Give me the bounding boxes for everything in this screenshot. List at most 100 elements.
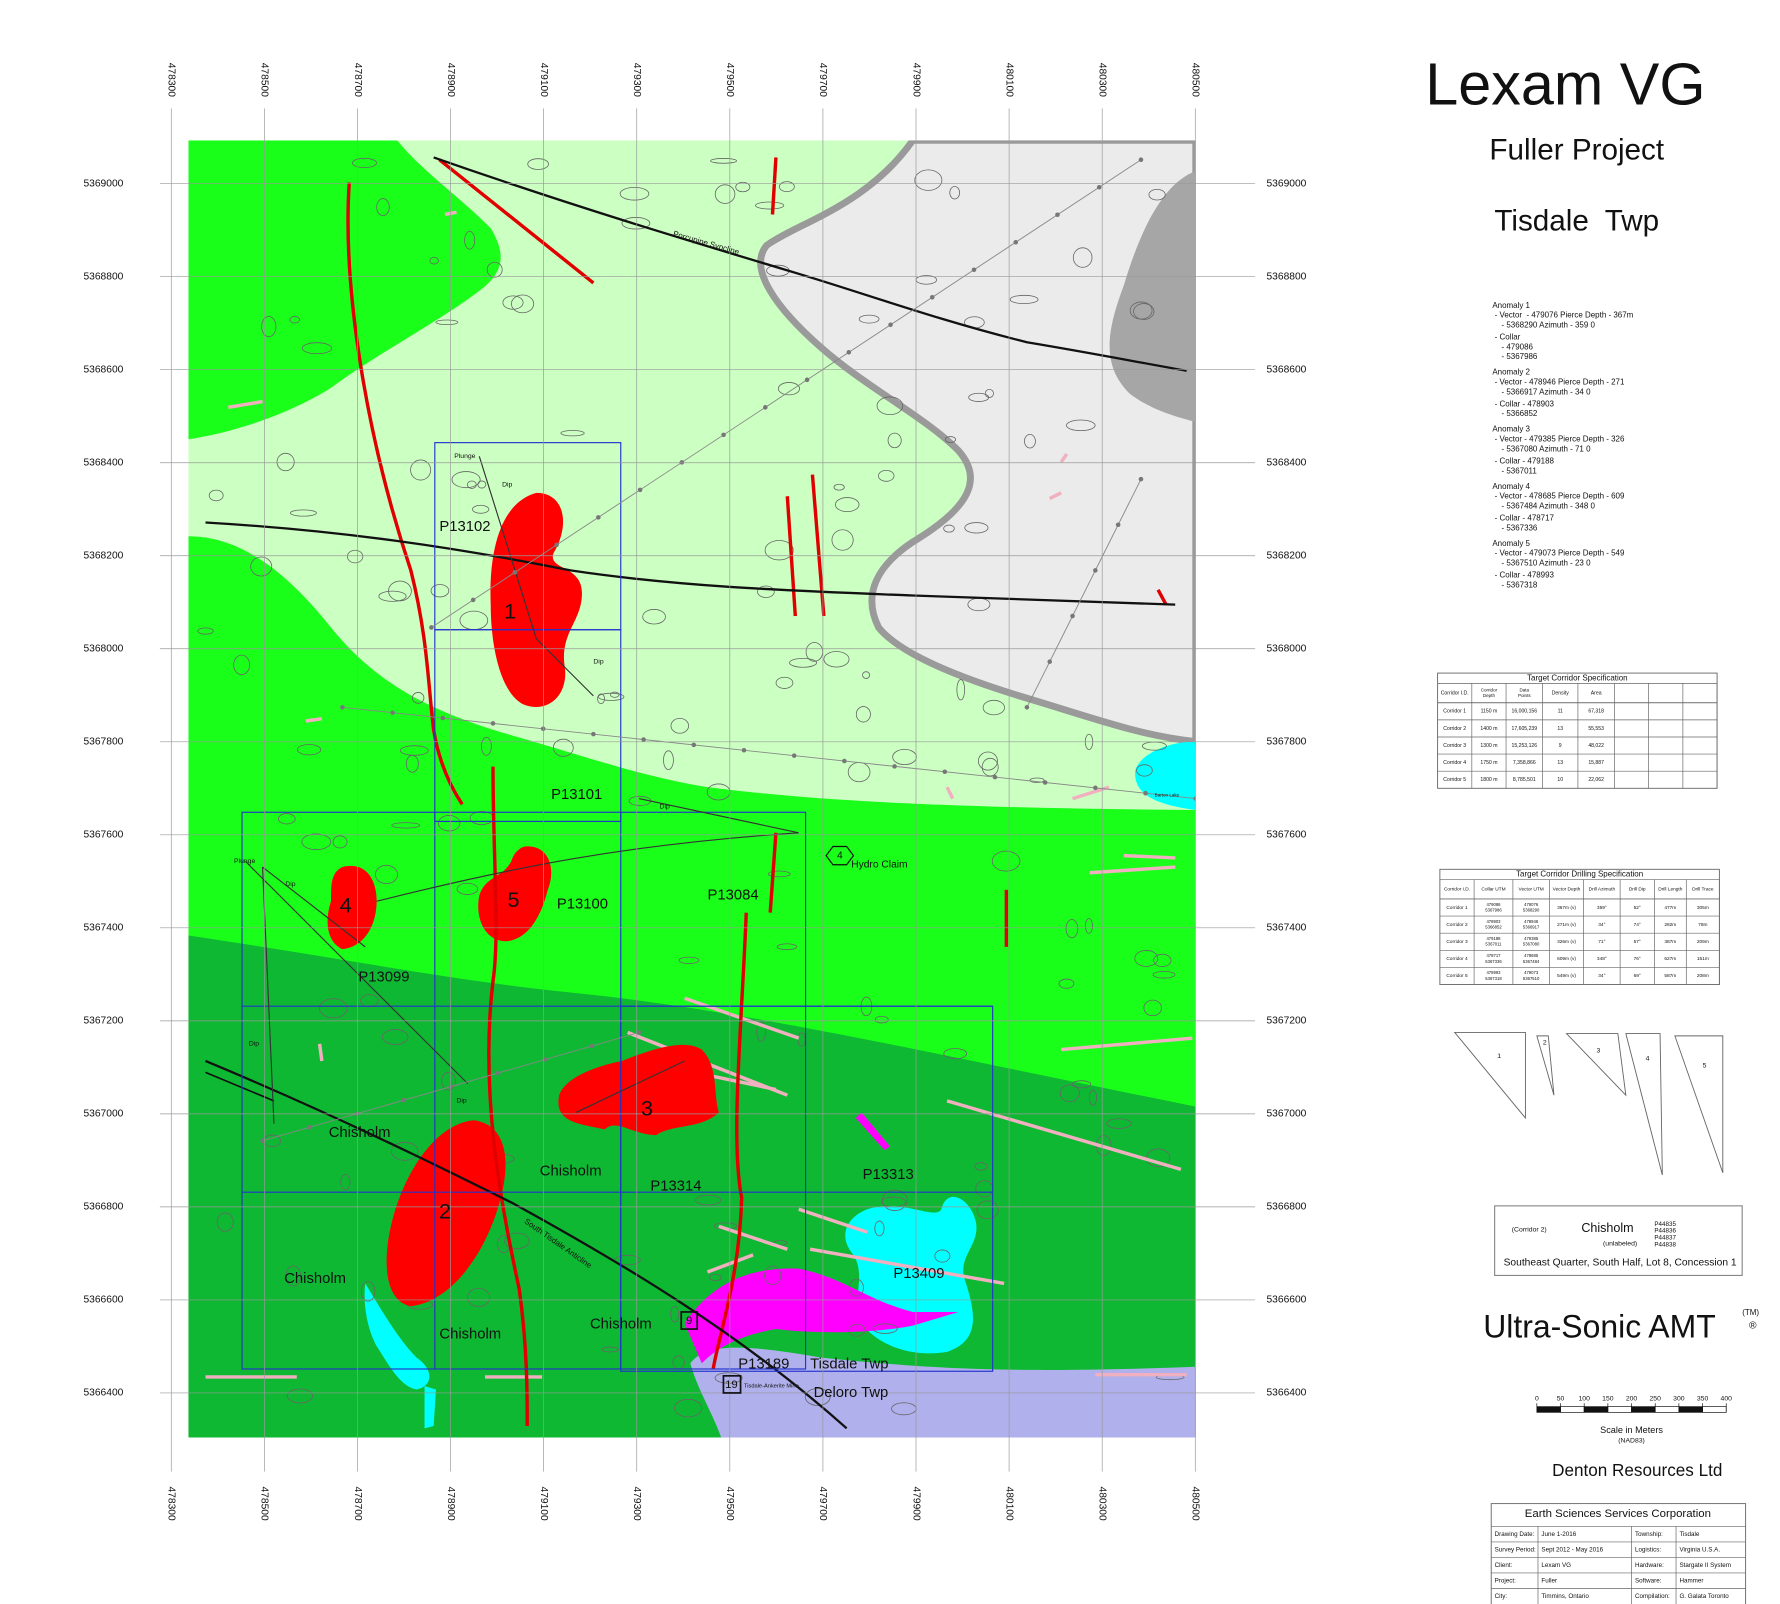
note-line: - Collar - 478993 xyxy=(1495,571,1555,580)
corridor-shape xyxy=(1536,1035,1555,1096)
northing-label: 5366600 xyxy=(1266,1295,1306,1306)
outcrop xyxy=(437,815,461,832)
outcrop xyxy=(405,754,419,773)
table-cell: 22,062 xyxy=(1588,777,1604,783)
survey-station xyxy=(892,764,897,769)
outcrop xyxy=(823,651,850,668)
outcrop xyxy=(614,1254,641,1266)
survey-station xyxy=(495,1070,501,1076)
table-cell: 479073 xyxy=(1524,970,1539,975)
corridor-shape-label: 2 xyxy=(1543,1040,1547,1047)
survey-station xyxy=(512,570,518,575)
formation-label: Chisholm xyxy=(439,1327,501,1343)
legend-location: Southeast Quarter, South Half, Lot 8, Co… xyxy=(1504,1258,1737,1269)
table-cell: 7,358,866 xyxy=(1513,760,1536,766)
outcrop xyxy=(216,1212,234,1232)
outcrop xyxy=(332,835,348,849)
corridor-shape xyxy=(1565,1033,1627,1097)
outcrop xyxy=(464,230,476,250)
note-title: Anomaly 4 xyxy=(1492,482,1530,491)
outcrop xyxy=(695,1194,722,1206)
table-cell: Corridor I.D. xyxy=(1444,887,1470,893)
survey-station xyxy=(1024,705,1030,710)
outcrop xyxy=(710,158,738,164)
note-line: - 5367318 xyxy=(1501,580,1537,589)
corridor-shape xyxy=(1453,1031,1526,1120)
title-block-cell: G. Galata Toronto xyxy=(1679,1593,1729,1600)
table-cell: 57° xyxy=(1634,939,1641,945)
outcrop xyxy=(277,813,296,825)
outcrop xyxy=(287,1388,314,1404)
structure-label: Plunge xyxy=(234,858,255,865)
outcrop xyxy=(670,717,690,734)
table-cell: Depth xyxy=(1483,693,1496,698)
outcrop xyxy=(709,1273,722,1282)
survey-line xyxy=(342,706,1196,800)
outcrop xyxy=(858,314,880,324)
easting-label: 479300 xyxy=(631,63,642,98)
outcrop xyxy=(560,430,585,437)
corridor-shape-label: 1 xyxy=(1497,1053,1501,1060)
table-cell: Corridor 4 xyxy=(1446,956,1468,962)
note-line: - 5367484 Azimuth - 348 0 xyxy=(1501,501,1595,510)
table-cell: 17,605,239 xyxy=(1511,726,1537,732)
outcrop xyxy=(974,1162,988,1171)
survey-station xyxy=(842,758,847,764)
formation-label: Chisholm xyxy=(590,1316,652,1332)
table-cell: 609m (v) xyxy=(1557,956,1576,962)
outcrop xyxy=(601,1346,619,1353)
outcrop xyxy=(1084,918,1093,934)
title-block-cell: Lexam VG xyxy=(1541,1562,1571,1569)
title-block-cell: Virginia U.S.A. xyxy=(1679,1546,1720,1553)
outcrop xyxy=(382,1029,409,1045)
table-cell: 5367484 xyxy=(1523,959,1540,964)
claim-marker xyxy=(825,845,855,866)
easting-label: 479900 xyxy=(910,63,921,98)
scale-tick-label: 400 xyxy=(1721,1395,1733,1402)
survey-station xyxy=(1096,184,1102,190)
survey-station xyxy=(929,295,935,300)
lake xyxy=(1135,741,1196,810)
outcrop xyxy=(1059,1084,1080,1103)
table-cell: 627m xyxy=(1664,956,1676,962)
outcrop xyxy=(755,201,785,210)
township-label: Deloro Twp xyxy=(814,1385,889,1401)
outcrop xyxy=(619,186,650,201)
outcrop xyxy=(340,1174,351,1191)
table-cell: 1400 m xyxy=(1480,726,1497,732)
scale-tick-label: 100 xyxy=(1578,1395,1590,1402)
table-cell: 34° xyxy=(1598,922,1605,928)
anomaly-number: 2 xyxy=(439,1198,451,1223)
outcrop xyxy=(831,529,854,551)
table-cell: 71° xyxy=(1598,939,1605,945)
registered-mark: ® xyxy=(1749,1320,1757,1331)
scale-title: Scale in Meters xyxy=(1600,1425,1663,1435)
outcrop xyxy=(934,1249,951,1263)
northing-label: 5367200 xyxy=(1266,1016,1306,1027)
table-cell: Vector Depth xyxy=(1553,887,1581,893)
easting-label: 478700 xyxy=(352,1486,363,1521)
outcrop xyxy=(833,483,845,491)
table-cell: Collar UTM xyxy=(1481,887,1505,893)
title-block-cell: Timmins, Ontario xyxy=(1541,1593,1589,1600)
table-cell: Drill Dip xyxy=(1629,887,1646,893)
outcrop xyxy=(778,181,795,193)
claim-label: P13084 xyxy=(707,887,758,903)
mine-name: Tisdale-Ankerite Mine xyxy=(744,1384,799,1390)
formation-label: Chisholm xyxy=(540,1164,602,1180)
note-line: - 5368290 Azimuth - 359 0 xyxy=(1501,320,1595,329)
outcrop xyxy=(451,471,481,489)
claim-name: Hydro Claim xyxy=(851,859,907,870)
outcrop xyxy=(642,609,666,625)
zone-bright-green xyxy=(188,140,501,440)
outcrop xyxy=(1129,301,1153,320)
outcrop xyxy=(1072,247,1093,268)
survey-station xyxy=(390,710,395,715)
table-cell: 5367080 xyxy=(1523,942,1540,947)
survey-station xyxy=(340,705,345,710)
outcrop xyxy=(197,627,214,635)
northing-label: 5366400 xyxy=(83,1388,123,1399)
outcrop xyxy=(1152,970,1176,979)
survey-station xyxy=(791,753,797,758)
